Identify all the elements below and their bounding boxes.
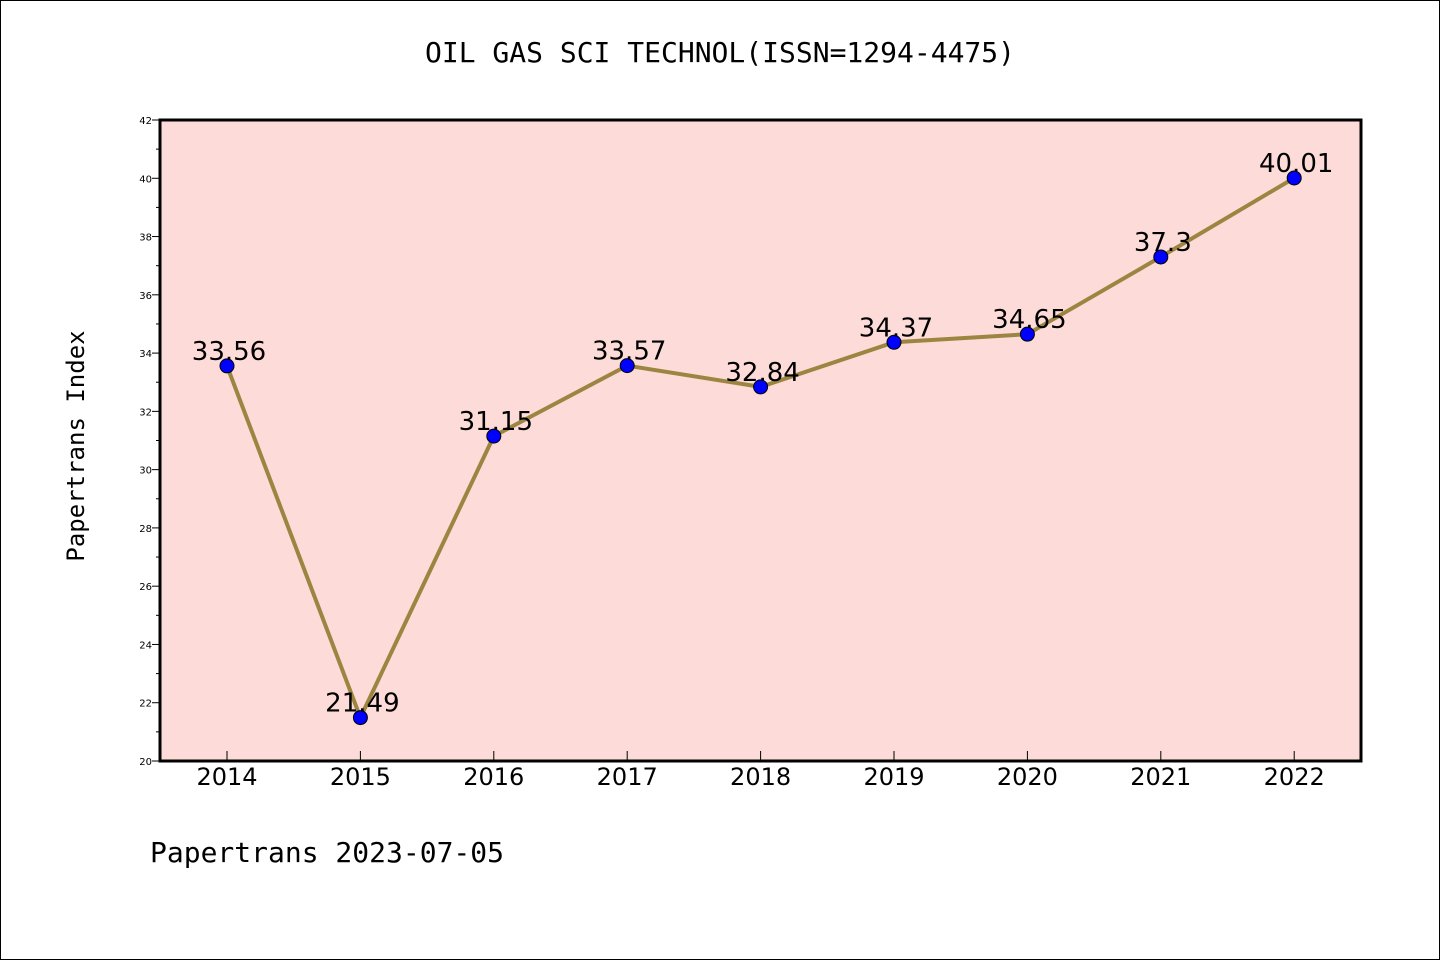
y-tick-label: 28	[139, 524, 152, 535]
data-point	[886, 334, 902, 350]
plot-area	[158, 118, 1363, 763]
data-label: 34.37	[859, 313, 933, 343]
data-point	[753, 379, 769, 395]
data-point	[352, 710, 368, 726]
data-label: 32.84	[725, 358, 799, 388]
data-labels: 33.56 21.49 31.15 33.57 32.84 34.37 34.65 37.3 4…	[192, 149, 1334, 719]
y-tick-label: 22	[139, 699, 152, 710]
data-point	[1286, 170, 1302, 186]
x-tick-label: 2018	[730, 763, 791, 791]
y-tick-label: 36	[139, 291, 152, 302]
data-points	[219, 170, 1302, 726]
x-tick-label: 2015	[330, 763, 391, 791]
data-label: 34.65	[992, 305, 1066, 335]
y-tick-label: 26	[139, 582, 152, 593]
footer-text: Papertrans 2023-07-05	[150, 836, 505, 869]
y-tick-label: 42	[139, 116, 152, 127]
data-label: 37.3	[1134, 228, 1192, 258]
y-tick-label: 34	[139, 349, 152, 360]
data-label: 21.49	[325, 689, 399, 719]
y-tick-label: 24	[139, 640, 152, 651]
data-point	[486, 428, 502, 444]
y-tick-label: 20	[139, 757, 152, 768]
x-tick-label: 2022	[1264, 763, 1325, 791]
y-tick-label: 30	[139, 466, 152, 477]
data-label: 40.01	[1259, 149, 1333, 179]
data-point	[1153, 249, 1169, 265]
x-tick-label: 2017	[597, 763, 658, 791]
x-tick-label: 2020	[997, 763, 1058, 791]
data-label: 31.15	[459, 407, 533, 437]
x-tick-label: 2019	[863, 763, 924, 791]
x-tick-label: 2014	[196, 763, 257, 791]
y-tick-label: 40	[139, 174, 152, 185]
y-axis-ticks: 20 22 24 26 28 30 32 34 36 38 40 42	[139, 116, 160, 768]
x-tick-label: 2016	[463, 763, 524, 791]
y-tick-label: 32	[139, 407, 152, 418]
data-label: 33.56	[192, 337, 266, 367]
x-tick-label: 2021	[1130, 763, 1191, 791]
data-label: 33.57	[592, 337, 666, 367]
y-tick-label: 38	[139, 233, 152, 244]
chart-title: OIL GAS SCI TECHNOL(ISSN=1294-4475)	[424, 36, 1015, 69]
data-point	[219, 358, 235, 374]
data-point	[619, 358, 635, 374]
x-axis-ticks: 2014 2015 2016 2017 2018 2019 2020 2021 2022	[196, 751, 1325, 791]
data-point	[1019, 326, 1035, 342]
